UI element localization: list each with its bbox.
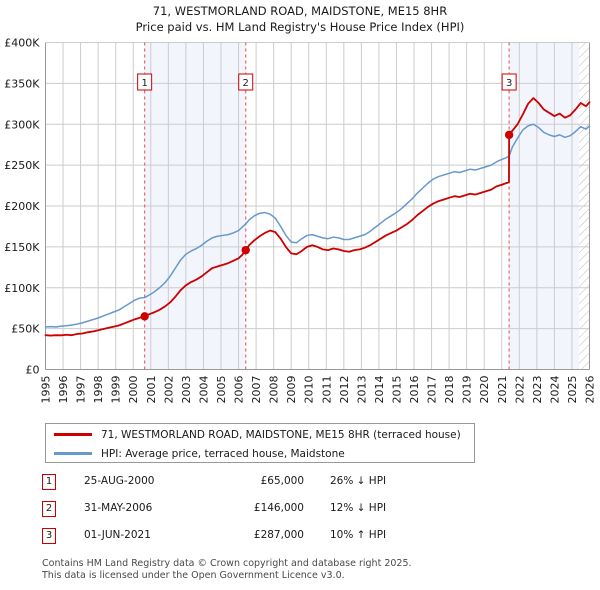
title-line-subtitle: Price paid vs. HM Land Registry's House … [135,20,465,34]
table-row: 2 31-MAY-2006 £146,000 12% ↓ HPI [42,499,462,526]
series-line-hpi [44,123,591,328]
transaction-point-2[interactable] [241,245,250,255]
legend-item-price-paid: 71, WESTMORLAND ROAD, MAIDSTONE, ME15 8H… [46,425,474,444]
x-tick-label: 2008 [268,376,281,404]
transaction-point-1[interactable] [140,312,149,321]
series-line-price-paid [44,97,591,337]
transaction-hpi-delta-2: 12% ↓ HPI [330,502,387,514]
x-tick-label: 2002 [162,376,175,404]
legend-swatch-hpi [54,452,92,455]
marker-badge-label-1: 1 [141,78,147,89]
x-tick-label: 2010 [303,376,316,404]
transaction-price-3: £287,000 [253,529,304,541]
x-tick-label: 2014 [373,376,386,404]
x-tick-label: 2013 [355,376,368,404]
x-tick-label: 1997 [75,376,88,404]
x-tick-label: 2011 [320,376,333,404]
x-tick-label: 2017 [426,376,439,404]
marker-badge-box-1[interactable] [137,73,153,91]
chart-plot-area: £0 £50K £100K £150K £200K £250K £300K £350K £400… [4,37,597,404]
x-tick-label: 2026 [584,376,597,404]
x-tick-label: 1995 [40,376,53,404]
x-tick-label: 2004 [197,376,210,404]
x-tick-label: 1998 [92,376,105,404]
legend-label-hpi: HPI: Average price, terraced house, Maid… [101,447,345,460]
y-axis-labels: £0 £50K £100K £150K £200K £250K £300K £350K £400… [4,37,40,377]
x-tick-label: 2022 [513,376,526,404]
transaction-price-2: £146,000 [253,502,304,514]
legend-swatch-price-paid [54,433,92,436]
transaction-date-3: 01-JUN-2021 [84,529,151,541]
x-tick-label: 2015 [390,376,403,404]
title-line-address: 71, WESTMORLAND ROAD, MAIDSTONE, ME15 8H… [152,4,448,18]
y-tick-label: £250K [4,159,40,172]
x-tick-label: 2024 [548,376,561,404]
x-tick-label: 2019 [461,376,474,404]
transaction-badge-1: 1 [42,474,56,490]
transaction-date-1: 25-AUG-2000 [84,475,155,487]
transaction-badge-2: 2 [42,501,56,517]
x-tick-label: 2007 [250,376,263,404]
x-tick-label: 2025 [566,376,579,404]
y-tick-label: £400K [4,37,40,50]
table-row: 3 01-JUN-2021 £287,000 10% ↑ HPI [42,526,462,553]
legend-item-hpi: HPI: Average price, terraced house, Maid… [46,444,474,463]
transaction-badge-3: 3 [42,528,56,544]
legend-label-price-paid: 71, WESTMORLAND ROAD, MAIDSTONE, ME15 8H… [101,428,461,441]
x-tick-label: 2000 [127,376,140,404]
transaction-points [140,130,514,321]
x-tick-label: 2016 [408,376,421,404]
x-tick-label: 2023 [531,376,544,404]
x-tick-label: 2006 [233,376,246,404]
transaction-date-2: 31-MAY-2006 [84,502,153,514]
transactions-table: 1 25-AUG-2000 £65,000 26% ↓ HPI 2 31-MAY… [42,472,462,553]
y-tick-label: £350K [4,77,40,90]
page-title: 71, WESTMORLAND ROAD, MAIDSTONE, ME15 8H… [0,3,600,35]
x-tick-label: 1996 [57,376,70,404]
y-tick-label: £200K [4,200,40,213]
footer-line-copyright: Contains HM Land Registry data © Crown c… [42,558,412,569]
y-tick-label: £300K [4,118,40,131]
x-tick-label: 2012 [338,376,351,404]
x-tick-label: 2001 [145,376,158,404]
footer-line-licence: This data is licensed under the Open Gov… [42,569,345,581]
y-tick-label: £150K [4,241,40,254]
transaction-point-3[interactable] [504,130,514,140]
y-tick-label: £50K [11,323,40,336]
x-tick-label: 2020 [478,376,491,404]
x-axis-labels: 1995 1996 1997 1998 1999 2000 2001 2002 2003 2004… [40,376,597,404]
x-tick-label: 2003 [180,376,193,404]
x-tick-label: 2009 [285,376,298,404]
table-row: 1 25-AUG-2000 £65,000 26% ↓ HPI [42,472,462,499]
y-tick-label: £100K [4,282,40,295]
transaction-hpi-delta-1: 26% ↓ HPI [330,475,387,487]
x-tick-label: 2005 [215,376,228,404]
marker-badge-label-2: 2 [243,78,249,89]
marker-badge-label-3: 3 [506,78,512,89]
marker-badge-box-3[interactable] [501,73,517,91]
chart-legend: 71, WESTMORLAND ROAD, MAIDSTONE, ME15 8H… [45,423,475,463]
x-tick-label: 2021 [496,376,509,404]
marker-badge-box-2[interactable] [238,73,254,91]
x-tick-label: 2018 [443,376,456,404]
transaction-price-1: £65,000 [260,475,304,487]
y-tick-label: £0 [26,364,40,377]
transaction-hpi-delta-3: 10% ↑ HPI [330,529,387,541]
transaction-marker-badges: 1 2 3 [137,73,517,91]
attribution-footer: Contains HM Land Registry data © Crown c… [42,558,582,581]
x-tick-label: 1999 [110,376,123,404]
